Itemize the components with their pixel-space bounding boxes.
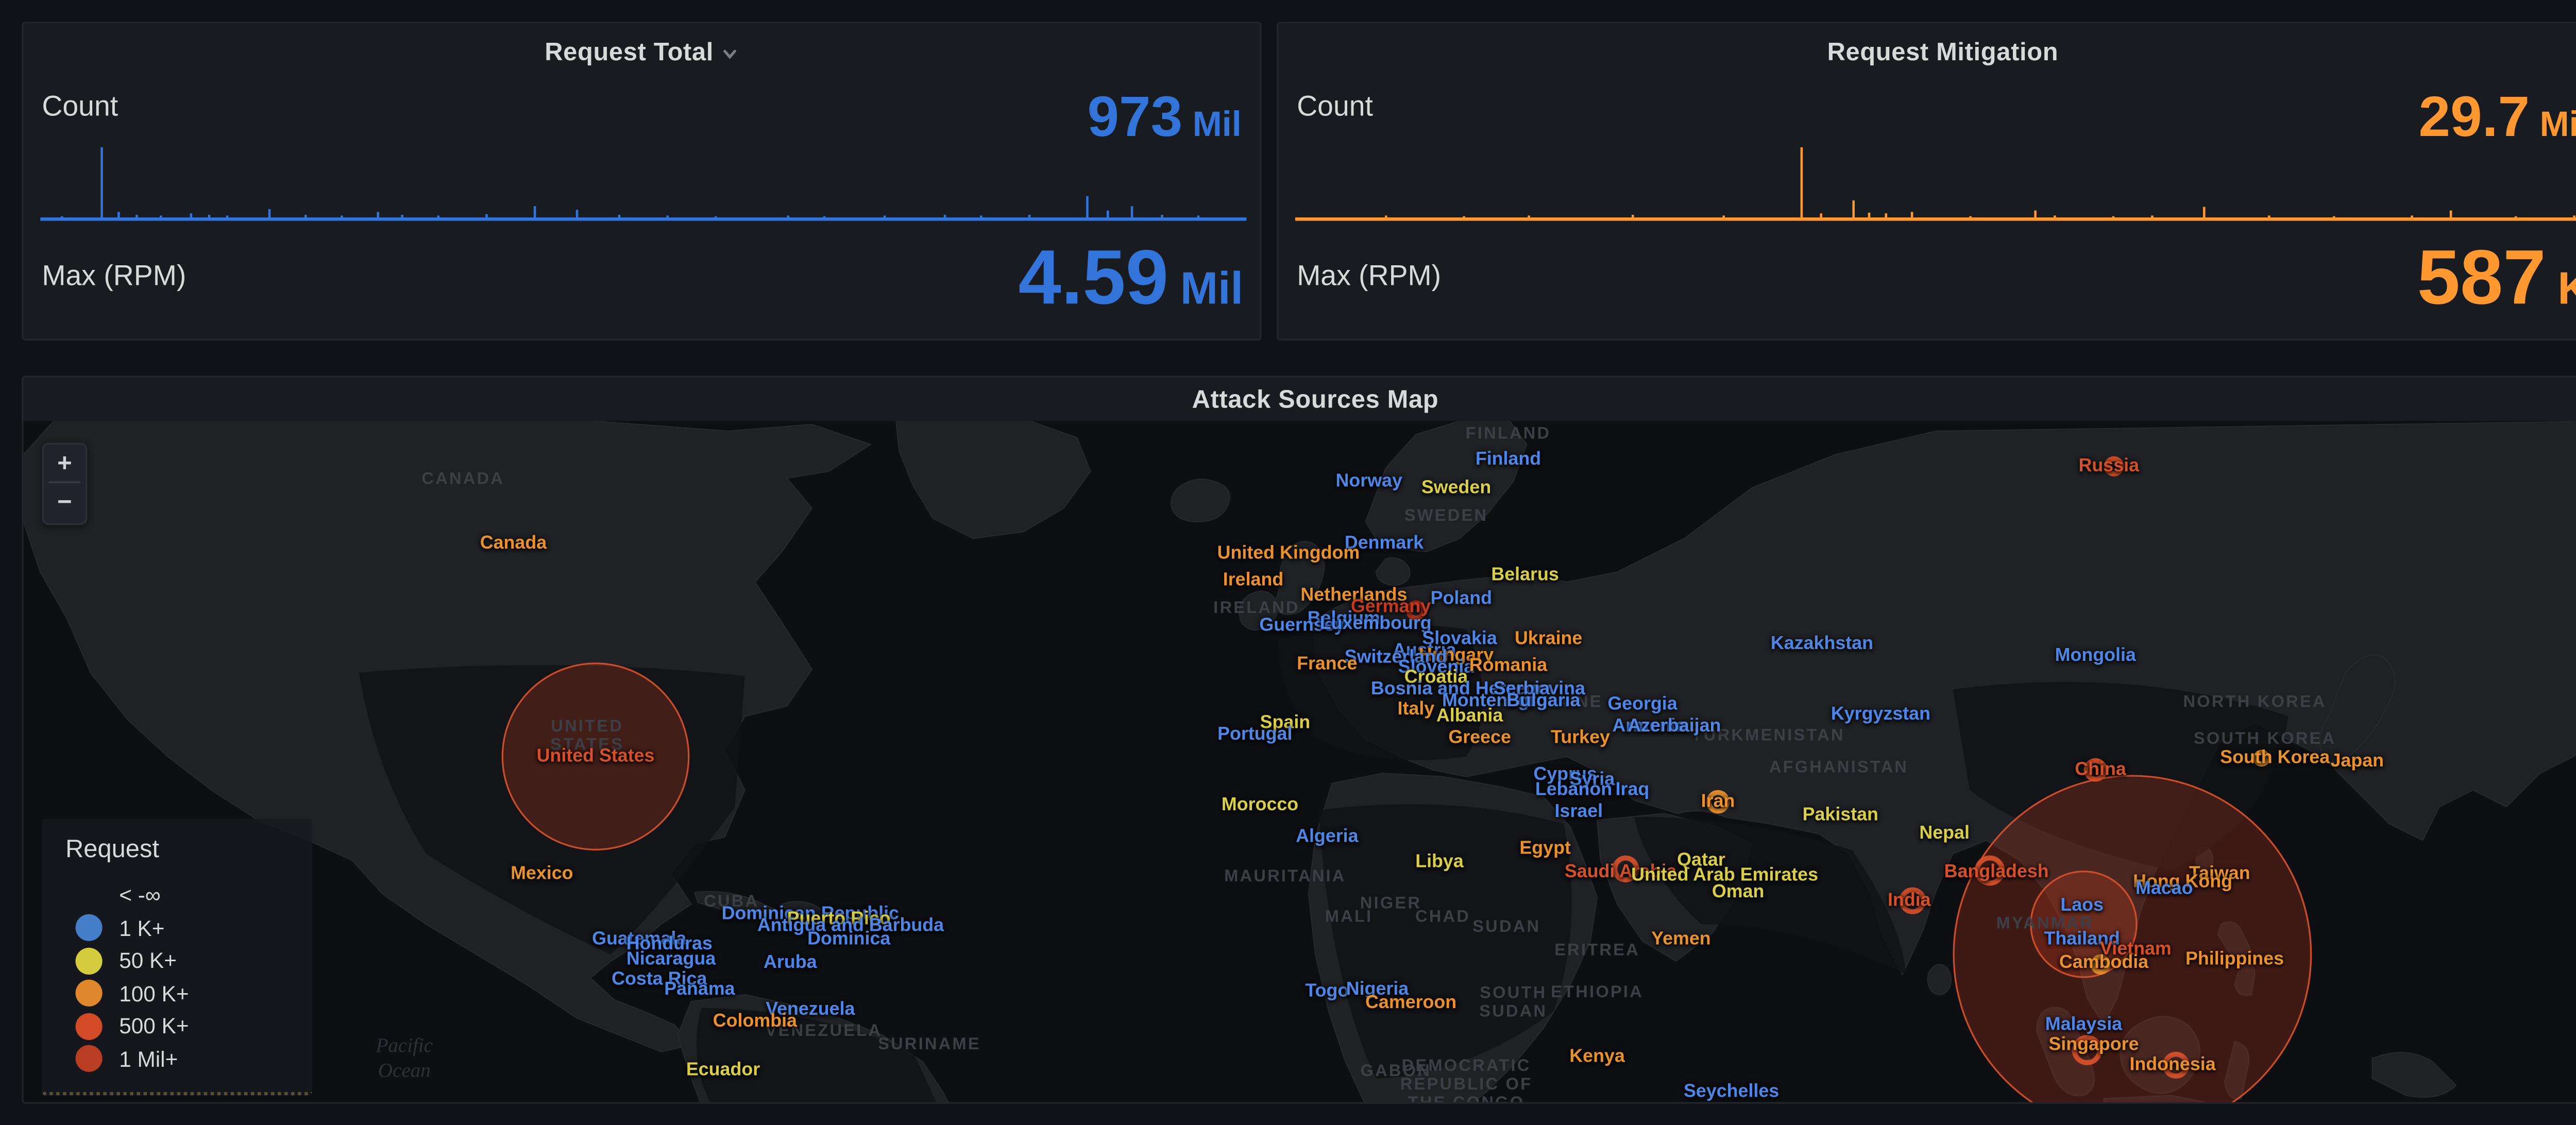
panel-attack-sources-map: Attack Sources Map [22,376,2576,1104]
panel-request-total-title: Request Total [545,38,714,66]
request-mitigation-max-value: 587 K [2417,235,2576,319]
request-mitigation-max-number: 587 [2417,233,2546,320]
legend-swatch [75,947,103,975]
legend-label: 1 Mil+ [119,1046,178,1072]
map-legend-title: Request [65,835,159,864]
request-mitigation-count-unit: Mil [2539,106,2576,145]
legend-swatch [75,1013,103,1040]
map-legend-items: < -∞ 1 K+ 50 K+ 100 K+ 500 K+ 1 Mil+ [65,879,295,1075]
map-zoom-in-button[interactable]: + [44,445,86,482]
legend-swatch-empty [76,882,103,909]
legend-swatch [75,914,103,942]
request-total-sparkline [40,144,1246,221]
legend-label: 50 K+ [119,948,177,974]
request-total-max-row: Max (RPM) 4.59 Mil [24,221,1260,339]
request-total-count-label: Count [42,90,118,123]
attack-marker-saudi-arabia [1612,855,1639,882]
legend-item: 1 K+ [65,912,295,944]
request-mitigation-count-number: 29.7 [2418,86,2530,149]
legend-item: 100 K+ [65,977,295,1010]
attack-circle-united-states [501,662,690,850]
request-total-max-label: Max (RPM) [42,260,187,292]
request-mitigation-max-label: Max (RPM) [1297,260,1442,292]
panel-attack-sources-map-header[interactable]: Attack Sources Map [24,378,2576,421]
attack-marker-iran [1706,790,1730,814]
attack-marker-russia [2104,456,2124,476]
legend-label: 500 K+ [119,1013,189,1039]
map-legend: Request < -∞ 1 K+ 50 K+ 100 K+ 500 K+ 1 Mil+ [42,819,312,1096]
request-total-count-unit: Mil [1192,106,1242,145]
request-mitigation-count-value: 29.7 Mil [2419,84,2576,151]
attack-marker-singapore [2072,1035,2103,1065]
attack-marker-cambodia [2090,954,2111,975]
panel-request-total-header[interactable]: Request Total [24,24,1260,81]
map-zoom-control: + − [42,442,88,525]
request-total-count-number: 973 [1087,86,1183,149]
request-mitigation-sparkline [1295,144,2576,221]
request-total-max-value: 4.59 Mil [1019,235,1243,319]
legend-item: 1 Mil+ [65,1043,295,1075]
attack-marker-india [1899,887,1926,914]
legend-swatch [75,980,103,1007]
request-mitigation-count-label: Count [1297,90,1373,123]
request-mitigation-count-row: Count 29.7 Mil [1278,80,2576,221]
request-mitigation-max-unit: K [2557,263,2576,315]
attack-marker-indonesia [2162,1051,2190,1079]
request-total-max-number: 4.59 [1018,233,1169,320]
attack-marker-germany [1405,600,1426,621]
legend-label: 100 K+ [119,981,189,1007]
legend-label: 1 K+ [119,915,165,941]
attack-circle-thailand [2030,871,2138,978]
zoom-control-divider [48,481,81,483]
legend-item: 50 K+ [65,944,295,977]
legend-item: 500 K+ [65,1010,295,1042]
request-mitigation-max-row: Max (RPM) 587 K [1278,221,2576,339]
legend-label: < -∞ [119,882,161,908]
request-total-max-unit: Mil [1180,263,1243,314]
attack-marker-bangladesh [1974,855,2005,886]
map-canvas[interactable]: + − CANADA FINLAND SWEDEN IRELAND UKRAINE UNI… [23,421,2576,1102]
ocean-label: Pacific Ocean [376,1033,433,1082]
panel-request-mitigation-title: Request Mitigation [1827,38,2059,66]
legend-swatch [75,1045,103,1072]
legend-item: < -∞ [65,879,295,911]
chevron-down-icon [722,40,739,70]
attack-marker-china [2083,758,2108,782]
map-zoom-out-button[interactable]: − [44,483,86,520]
request-total-count-row: Count 973 Mil [24,80,1260,221]
panel-request-total: Request Total Count 973 Mil Max (RPM) 4.… [22,22,1262,341]
panel-attack-sources-map-title: Attack Sources Map [1192,385,1439,414]
panel-request-mitigation-header[interactable]: Request Mitigation [1278,24,2576,81]
attack-marker-south-korea [2253,749,2270,767]
request-total-count-value: 973 Mil [1087,84,1241,151]
panel-request-mitigation: Request Mitigation Count 29.7 Mil Max (R… [1277,22,2576,341]
